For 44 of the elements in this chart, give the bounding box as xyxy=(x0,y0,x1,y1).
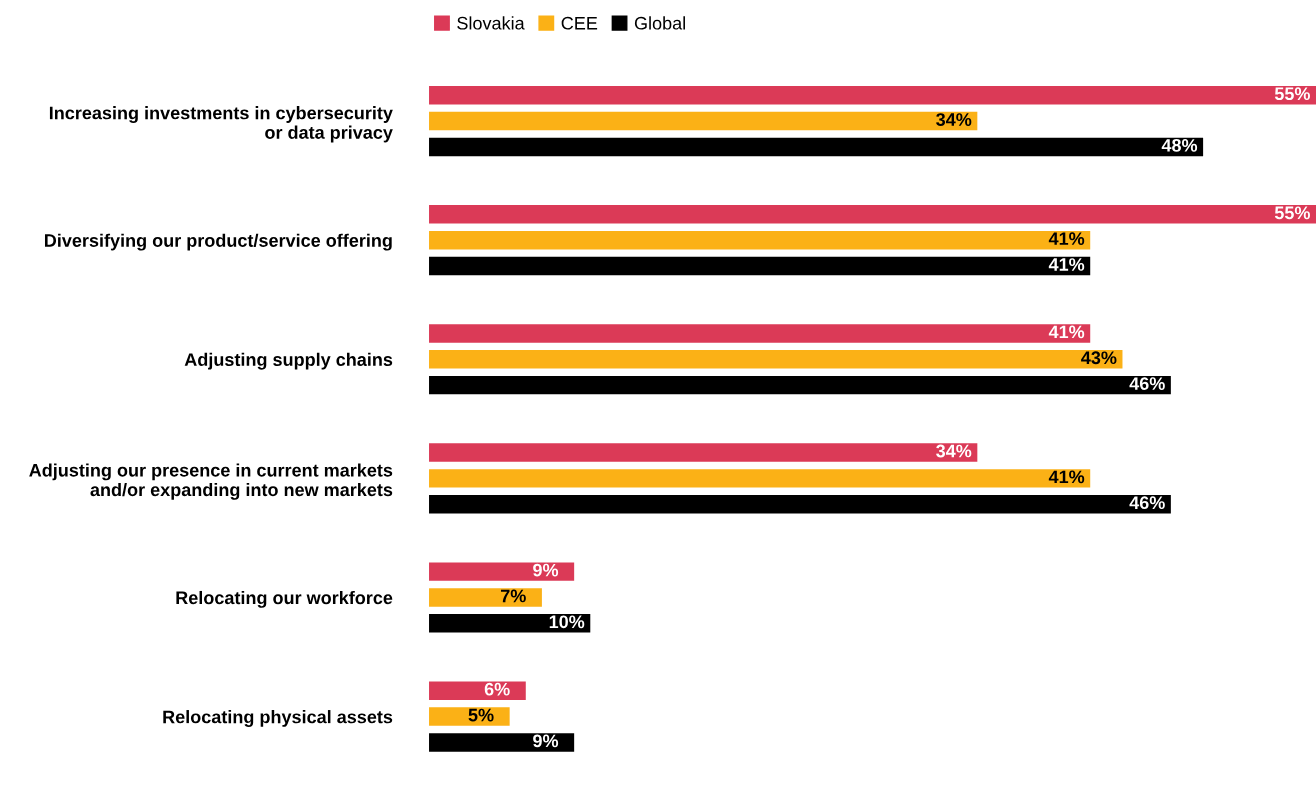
bar xyxy=(429,375,1171,395)
data-label: 9% xyxy=(533,734,559,748)
data-label: 41% xyxy=(1048,470,1085,484)
bar xyxy=(429,443,978,462)
y-tick-label: Increasing investments in cybersecurity or data privacy xyxy=(49,106,393,143)
y-tick-label: Relocating physical assets xyxy=(163,710,393,727)
data-label: 55% xyxy=(1274,87,1310,101)
bar xyxy=(429,230,1091,250)
y-tick-label: Adjusting supply chains xyxy=(184,352,393,370)
data-label: 43% xyxy=(1081,351,1117,365)
bar xyxy=(429,137,1204,157)
bar xyxy=(429,469,1091,488)
bar xyxy=(429,324,1091,343)
bar xyxy=(429,86,1316,105)
data-label: 5% xyxy=(468,708,494,722)
bar xyxy=(429,562,575,581)
bar xyxy=(429,205,1316,224)
data-label: 48% xyxy=(1161,138,1198,152)
bar xyxy=(429,256,1091,276)
data-label: 34% xyxy=(936,113,972,126)
data-label: 34% xyxy=(936,444,972,458)
legend-label: Global xyxy=(634,16,685,30)
data-label: 55% xyxy=(1274,206,1310,220)
data-label: 46% xyxy=(1129,496,1165,510)
bar xyxy=(429,350,1123,369)
data-label: 6% xyxy=(484,682,510,696)
y-tick-label: Diversifying our product/service offering xyxy=(44,233,392,251)
data-label: 41% xyxy=(1048,325,1085,339)
legend-label: CEE xyxy=(561,16,598,30)
bar xyxy=(429,588,542,607)
data-label: 41% xyxy=(1048,258,1085,271)
y-tick-label: Adjusting our presence in current markets and/or expanding into new markets xyxy=(29,463,393,500)
bar xyxy=(429,111,978,131)
bar xyxy=(429,495,1171,514)
bar xyxy=(429,733,575,752)
data-label: 9% xyxy=(533,563,559,577)
data-label: 7% xyxy=(501,589,526,603)
y-tick-label: Relocating our workforce xyxy=(176,590,393,608)
data-label: 41% xyxy=(1048,232,1085,245)
bar xyxy=(429,707,510,726)
bar xyxy=(429,614,591,633)
data-label: 46% xyxy=(1129,377,1165,390)
data-label: 10% xyxy=(549,615,585,629)
legend-label: Slovakia xyxy=(457,16,525,30)
